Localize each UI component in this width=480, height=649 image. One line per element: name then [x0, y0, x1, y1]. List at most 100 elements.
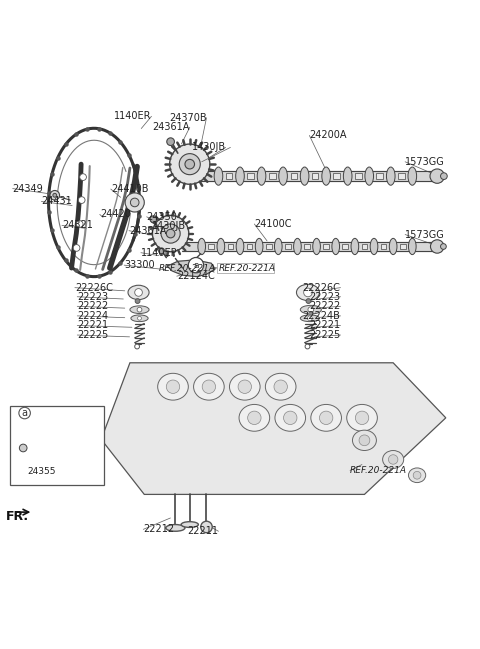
Text: 22225: 22225: [77, 330, 108, 340]
Circle shape: [388, 455, 398, 464]
Ellipse shape: [389, 238, 397, 254]
Text: 22223: 22223: [77, 292, 108, 302]
Text: 24200A: 24200A: [310, 130, 347, 140]
Ellipse shape: [313, 238, 321, 254]
FancyBboxPatch shape: [216, 263, 275, 273]
Ellipse shape: [131, 315, 148, 322]
Bar: [269, 173, 276, 179]
Ellipse shape: [198, 238, 205, 254]
Circle shape: [53, 193, 57, 197]
Circle shape: [304, 288, 312, 297]
Ellipse shape: [275, 404, 306, 431]
Ellipse shape: [294, 238, 301, 254]
Bar: [228, 244, 233, 249]
Ellipse shape: [311, 404, 341, 431]
Bar: [291, 173, 298, 179]
Ellipse shape: [332, 238, 339, 254]
Circle shape: [188, 258, 204, 273]
Ellipse shape: [166, 524, 185, 532]
Text: 24361A: 24361A: [129, 226, 167, 236]
Bar: [208, 244, 214, 249]
Ellipse shape: [408, 468, 426, 483]
Bar: [381, 244, 386, 249]
Text: 24350: 24350: [147, 212, 178, 222]
Ellipse shape: [386, 167, 395, 185]
Circle shape: [320, 411, 333, 424]
Bar: [266, 244, 272, 249]
Text: REF.20-221A: REF.20-221A: [219, 263, 276, 273]
Ellipse shape: [352, 430, 376, 450]
Ellipse shape: [239, 404, 270, 431]
Circle shape: [135, 344, 140, 349]
Ellipse shape: [236, 238, 244, 254]
Text: 24410B: 24410B: [111, 184, 148, 194]
Text: 24361A: 24361A: [152, 122, 190, 132]
Text: 22222: 22222: [309, 301, 340, 312]
Ellipse shape: [343, 167, 352, 185]
Text: FR.: FR.: [5, 509, 29, 523]
Circle shape: [125, 193, 144, 212]
Circle shape: [248, 411, 261, 424]
Ellipse shape: [217, 238, 225, 254]
Ellipse shape: [297, 284, 320, 300]
Ellipse shape: [265, 373, 296, 400]
Circle shape: [73, 245, 80, 251]
Circle shape: [19, 408, 30, 419]
Bar: [226, 173, 232, 179]
Ellipse shape: [279, 167, 288, 185]
Text: 24349: 24349: [12, 184, 43, 193]
Text: 24431: 24431: [41, 197, 72, 206]
Bar: [376, 173, 383, 179]
Circle shape: [274, 380, 288, 393]
Circle shape: [80, 174, 86, 180]
Text: 33300: 33300: [124, 260, 155, 270]
Circle shape: [158, 248, 164, 254]
Circle shape: [308, 316, 312, 321]
Circle shape: [441, 173, 447, 180]
Ellipse shape: [229, 373, 260, 400]
Bar: [304, 244, 310, 249]
Text: 22212: 22212: [144, 524, 174, 534]
Polygon shape: [101, 363, 446, 495]
Text: 1140EP: 1140EP: [141, 248, 178, 258]
Circle shape: [359, 435, 370, 446]
Ellipse shape: [257, 167, 266, 185]
Bar: [361, 244, 367, 249]
Ellipse shape: [193, 373, 224, 400]
Circle shape: [166, 380, 180, 393]
Text: 24321: 24321: [62, 221, 93, 230]
Ellipse shape: [128, 286, 149, 300]
Text: 22221: 22221: [77, 321, 108, 330]
Polygon shape: [167, 260, 215, 276]
Bar: [342, 244, 348, 249]
Text: 22224: 22224: [77, 311, 108, 321]
Ellipse shape: [214, 167, 223, 185]
Text: 1573GG: 1573GG: [405, 230, 445, 239]
Text: 24100C: 24100C: [254, 219, 292, 229]
Ellipse shape: [300, 167, 309, 185]
Ellipse shape: [365, 167, 373, 185]
Ellipse shape: [408, 238, 416, 254]
Circle shape: [19, 444, 27, 452]
FancyBboxPatch shape: [10, 406, 104, 485]
Ellipse shape: [322, 167, 330, 185]
Circle shape: [441, 243, 446, 249]
Circle shape: [284, 411, 297, 424]
Circle shape: [135, 299, 140, 304]
Circle shape: [50, 191, 60, 200]
Text: 1430JB: 1430JB: [152, 221, 186, 231]
Circle shape: [308, 307, 314, 313]
Bar: [333, 173, 340, 179]
Text: a: a: [22, 408, 28, 418]
Bar: [323, 244, 329, 249]
Text: REF.20-221A: REF.20-221A: [159, 264, 216, 273]
Circle shape: [76, 221, 83, 227]
Ellipse shape: [236, 167, 244, 185]
Text: 1140EJ: 1140EJ: [17, 428, 48, 437]
Circle shape: [306, 299, 311, 304]
Circle shape: [185, 160, 194, 169]
Circle shape: [305, 344, 310, 349]
Circle shape: [166, 229, 175, 238]
Ellipse shape: [351, 238, 359, 254]
Circle shape: [153, 215, 189, 252]
